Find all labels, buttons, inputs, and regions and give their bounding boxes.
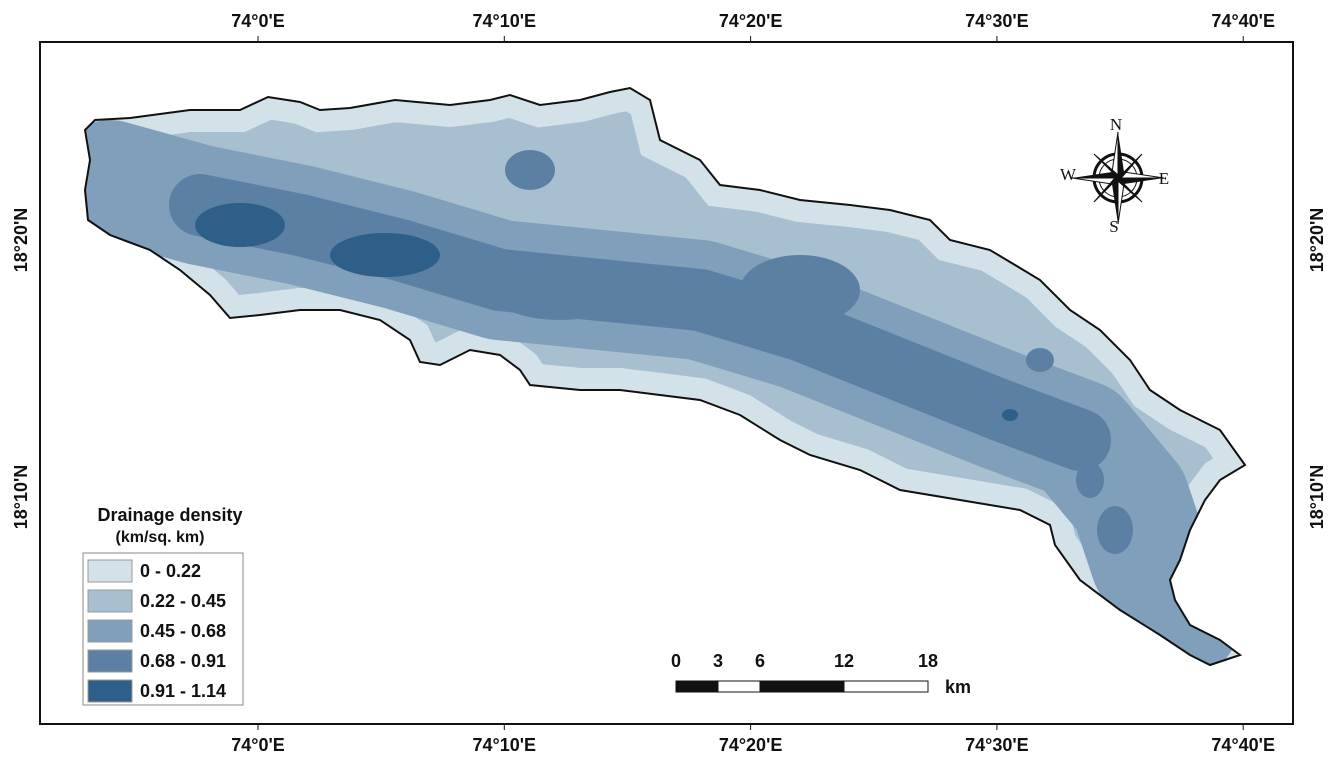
compass-west: W [1060, 165, 1077, 184]
zone [330, 233, 440, 277]
longitude-label: 74°20'E [719, 11, 783, 31]
scale-label: 3 [713, 651, 723, 671]
legend-label: 0.68 - 0.91 [140, 651, 226, 671]
compass-south: S [1109, 217, 1118, 236]
longitude-label: 74°0'E [231, 735, 285, 755]
compass: N S E W [1060, 115, 1169, 236]
scale-unit: km [945, 677, 971, 697]
zone [195, 203, 285, 247]
zone [1076, 462, 1104, 498]
scale-label: 6 [755, 651, 765, 671]
zone [1002, 409, 1018, 421]
legend-swatch [87, 559, 133, 583]
legend-label: 0.45 - 0.68 [140, 621, 226, 641]
zone [740, 255, 860, 325]
latitude-label: 18°10'N [1307, 465, 1327, 530]
zone [490, 260, 630, 320]
zone [1026, 348, 1054, 372]
longitude-label: 74°0'E [231, 11, 285, 31]
legend-swatch [87, 589, 133, 613]
compass-north: N [1110, 115, 1122, 134]
longitude-label: 74°30'E [965, 11, 1029, 31]
longitude-label: 74°10'E [473, 735, 537, 755]
latitude-label: 18°10'N [11, 465, 31, 530]
basin-outline [83, 86, 1247, 667]
longitude-label: 74°20'E [719, 735, 783, 755]
scale-label: 12 [834, 651, 854, 671]
zone [1097, 506, 1133, 554]
legend-label: 0.22 - 0.45 [140, 591, 226, 611]
scale-label: 18 [918, 651, 938, 671]
latitude-label: 18°20'N [11, 208, 31, 273]
frame [39, 41, 1294, 725]
legend-box [82, 552, 244, 706]
scale-label: 0 [671, 651, 681, 671]
legend-label: 0.91 - 1.14 [140, 681, 226, 701]
longitude-label: 74°30'E [965, 735, 1029, 755]
zone [505, 150, 555, 190]
zone [169, 174, 1111, 471]
latitude-label: 18°20'N [1307, 208, 1327, 273]
scale-segment [675, 680, 719, 693]
basin [83, 86, 1247, 667]
longitude-label: 74°40'E [1211, 735, 1275, 755]
scale-segment [759, 680, 845, 693]
scale-segment [843, 680, 929, 693]
legend-swatch [87, 649, 133, 673]
longitude-label: 74°10'E [473, 11, 537, 31]
legend-subtitle: (km/sq. km) [116, 529, 205, 546]
legend-label: 0 - 0.22 [140, 561, 201, 581]
scale-segment [717, 680, 761, 693]
legend-swatch [87, 679, 133, 703]
compass-east: E [1159, 169, 1169, 188]
longitude-label: 74°40'E [1211, 11, 1275, 31]
legend-title: Drainage density [97, 505, 242, 525]
legend-swatch [87, 619, 133, 643]
